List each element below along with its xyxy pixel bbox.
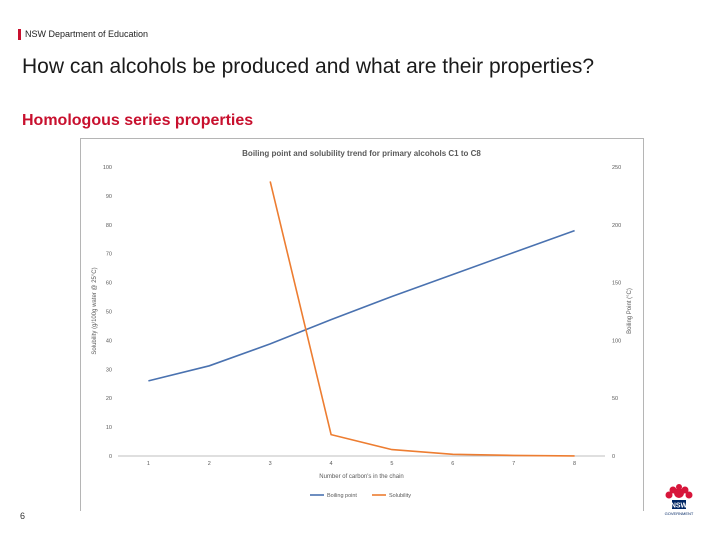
y-right-tick-label: 250 bbox=[612, 165, 621, 171]
legend-label: Solubility bbox=[389, 493, 411, 499]
chart-frame bbox=[80, 138, 644, 511]
nsw-government-logo: NSW GOVERNMENT bbox=[665, 484, 694, 516]
x-tick-label: 7 bbox=[512, 461, 515, 467]
department-accent-bar bbox=[18, 29, 21, 40]
y-left-tick-label: 100 bbox=[103, 165, 112, 171]
x-tick-label: 1 bbox=[147, 461, 150, 467]
y-left-tick-label: 0 bbox=[109, 454, 112, 460]
y-right-tick-label: 0 bbox=[612, 454, 615, 460]
y-right-axis-label: Boiling Point (°C) bbox=[627, 288, 633, 334]
x-tick-label: 8 bbox=[573, 461, 576, 467]
series-line-solubility bbox=[269, 181, 575, 457]
department-name: NSW Department of Education bbox=[25, 29, 149, 39]
x-tick-label: 4 bbox=[330, 461, 333, 467]
y-left-tick-label: 30 bbox=[106, 367, 112, 373]
svg-text:GOVERNMENT: GOVERNMENT bbox=[665, 511, 694, 516]
y-left-tick-label: 90 bbox=[106, 194, 112, 200]
svg-text:NSW: NSW bbox=[671, 503, 688, 510]
y-left-tick-label: 60 bbox=[106, 281, 112, 287]
legend-label: Boiling point bbox=[327, 493, 357, 499]
y-left-tick-label: 70 bbox=[106, 252, 112, 258]
y-left-tick-label: 10 bbox=[106, 425, 112, 431]
y-right-tick-label: 100 bbox=[612, 338, 621, 344]
slide-subtitle: Homologous series properties bbox=[22, 112, 254, 129]
y-left-tick-label: 40 bbox=[106, 338, 112, 344]
slide-title: How can alcohols be produced and what ar… bbox=[22, 55, 595, 78]
page-number: 6 bbox=[20, 511, 26, 521]
y-right-tick-label: 150 bbox=[612, 281, 621, 287]
y-right-tick-label: 200 bbox=[612, 223, 621, 229]
y-left-tick-label: 50 bbox=[106, 310, 112, 316]
x-tick-label: 3 bbox=[269, 461, 272, 467]
y-left-tick-label: 20 bbox=[106, 396, 112, 402]
y-right-tick-label: 50 bbox=[612, 396, 618, 402]
y-left-axis-label: Solubility (g/100g water @ 25°C) bbox=[92, 267, 98, 354]
x-tick-label: 2 bbox=[208, 461, 211, 467]
x-tick-label: 6 bbox=[451, 461, 454, 467]
y-left-tick-label: 80 bbox=[106, 223, 112, 229]
chart-title: Boiling point and solubility trend for p… bbox=[242, 149, 481, 158]
x-axis-label: Number of carbon's in the chain bbox=[319, 474, 404, 480]
series-line-boiling-point bbox=[148, 229, 575, 382]
x-tick-label: 5 bbox=[390, 461, 393, 467]
